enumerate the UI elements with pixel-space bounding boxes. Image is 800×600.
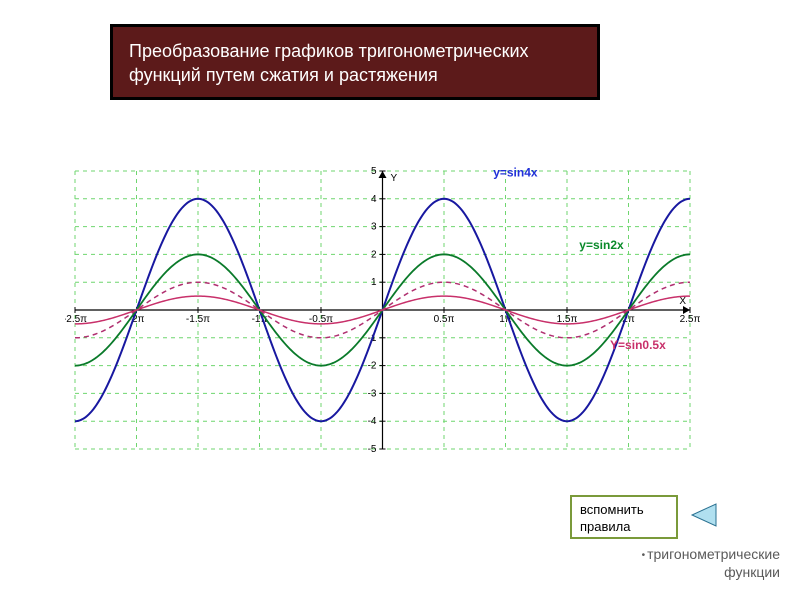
recall-rules-button[interactable]: вспомнить правила xyxy=(570,495,678,539)
svg-text:y=sin4x: y=sin4x xyxy=(493,166,538,180)
back-arrow-icon xyxy=(688,500,718,530)
svg-text:2: 2 xyxy=(371,249,377,260)
svg-text:Y=sin0.5x: Y=sin0.5x xyxy=(610,338,666,352)
svg-text:-3: -3 xyxy=(368,388,377,399)
chart-svg: YX-2.5π-2π-1.5π-1π-0.5π0.5π1π1.5π2π2.5π-… xyxy=(65,165,700,455)
button-line1: вспомнить xyxy=(580,502,644,517)
chart-container: YX-2.5π-2π-1.5π-1π-0.5π0.5π1π1.5π2π2.5π-… xyxy=(65,165,700,455)
svg-text:0.5π: 0.5π xyxy=(434,314,455,325)
svg-text:-1.5π: -1.5π xyxy=(186,314,210,325)
svg-text:-2: -2 xyxy=(368,361,377,372)
footer-line2: функции xyxy=(724,564,780,580)
back-arrow-button[interactable] xyxy=(688,500,718,530)
svg-text:3: 3 xyxy=(371,222,377,233)
svg-text:Y: Y xyxy=(391,173,398,184)
svg-text:y=sin2x: y=sin2x xyxy=(579,238,624,252)
footer-caption: •тригонометрические функции xyxy=(560,545,780,581)
footer-bullet: • xyxy=(642,549,646,562)
title-box: Преобразование графиков тригонометрическ… xyxy=(110,24,600,100)
title-line1: Преобразование графиков тригонометрическ… xyxy=(129,41,529,61)
svg-text:4: 4 xyxy=(371,194,377,205)
svg-text:-5: -5 xyxy=(368,444,377,455)
button-line2: правила xyxy=(580,519,630,534)
svg-text:-4: -4 xyxy=(368,416,377,427)
svg-text:1: 1 xyxy=(371,277,377,288)
svg-text:2.5π: 2.5π xyxy=(680,314,700,325)
title-line2: функций путем сжатия и растяжения xyxy=(129,65,438,85)
svg-text:5: 5 xyxy=(371,166,377,177)
svg-text:X: X xyxy=(679,296,686,307)
footer-line1: тригонометрические xyxy=(647,546,780,562)
